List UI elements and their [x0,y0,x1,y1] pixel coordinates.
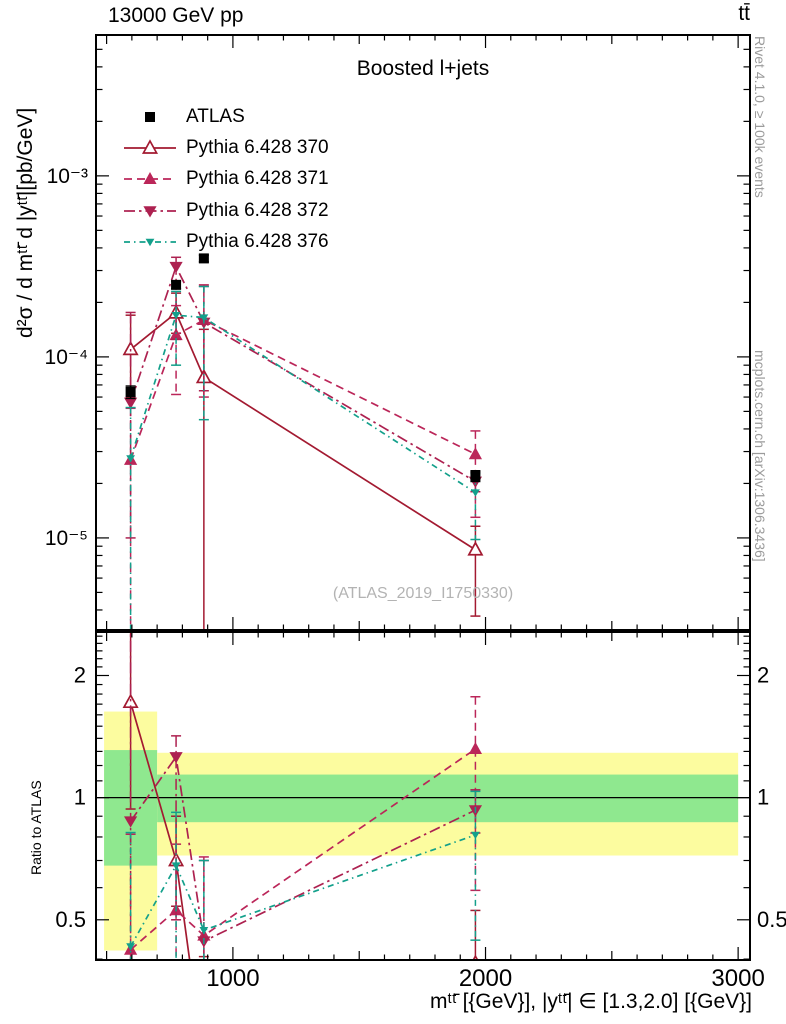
legend-item-pythia-6-428-376: Pythia 6.428 376 [122,227,329,258]
legend-item-pythia-6-428-370: Pythia 6.428 370 [122,132,329,163]
mcplots-credit-note: mcplots.cern.ch [arXiv:1306.3436] [752,350,768,562]
tick-label: 10⁻⁵ [45,527,88,550]
tick-label: 0.5 [757,907,786,932]
legend-marker [124,139,176,154]
tick-label: 10⁻⁴ [45,346,88,369]
ratio-panel-frame [95,631,751,961]
legend-label: Pythia 6.428 376 [186,231,329,253]
series-main-pythia-6-428-376 [125,285,481,630]
band-green [157,774,739,823]
tick-label: 3000 [711,965,764,992]
legend-item-atlas: ATLAS [122,101,329,132]
tick-label: 2 [74,663,86,688]
tick-label: 10⁻³ [47,165,88,188]
tick-label: 1000 [206,965,259,992]
ratio-y-axis-label: Ratio to ATLAS [28,780,44,875]
series-main-pythia-6-428-371 [124,284,483,630]
legend-item-pythia-6-428-372: Pythia 6.428 372 [122,195,329,226]
x-axis-label: mᵗᵗ̄ [{GeV}], |yᵗᵗ̄| ∈ [1.3,2.0] [{GeV}] [430,990,752,1013]
rivet-version-note: Rivet 4.1.0, ≥ 100k events [752,36,768,198]
analysis-id-watermark: (ATLAS_2019_I1750330) [332,585,514,602]
process-label: tt̄ [738,2,750,25]
legend-label: ATLAS [186,105,245,127]
legend-label: Pythia 6.428 370 [186,137,329,159]
legend-marker [124,239,176,247]
legend-marker [124,206,176,218]
series-ratio-pythia-6-428-376 [125,790,481,960]
series-main-atlas [125,253,481,483]
series-main-pythia-6-428-370 [122,292,484,630]
tick-label: 1 [74,785,86,810]
ratio-uncertainty-bands [104,711,739,951]
tick-label: 2 [757,663,769,688]
tick-label: 2000 [459,965,512,992]
tick-labels: 1000 2000 3000 10⁻³ 10⁻⁴ 10⁻⁵ 0.5 0.5 1 1 2 2 [45,165,786,992]
beam-energy-label: 13000 GeV pp [108,4,244,27]
tick-label: 1 [757,785,769,810]
legend-label: Pythia 6.428 371 [186,168,329,190]
legend: ATLAS Pythia 6.428 370 Pythia 6.428 371 Pyt… [122,101,329,258]
plot-title: Boosted l+jets [356,57,490,80]
main-panel-frame [95,34,751,631]
legend-item-pythia-6-428-371: Pythia 6.428 371 [122,164,329,195]
tick-label: 0.5 [55,907,86,932]
legend-label: Pythia 6.428 372 [186,199,329,221]
legend-marker [124,172,176,185]
series-main-pythia-6-428-372 [124,256,483,539]
legend-marker [145,111,155,122]
y-axis-label: d²σ / d mᵗᵗ̄ d |yᵗᵗ̄|[pb/GeV] [14,107,37,338]
